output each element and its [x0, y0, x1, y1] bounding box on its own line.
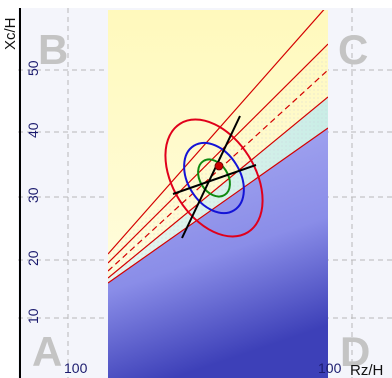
red-line-upper [108, 43, 328, 264]
quadrant-label-a: A [32, 328, 62, 375]
quadrant-label-d: D [340, 328, 370, 375]
zones [108, 10, 328, 378]
grid [18, 8, 392, 378]
quadrant-label-c: C [338, 26, 368, 73]
x-axis-label: Rz/H [350, 362, 383, 378]
minor-axis [172, 164, 257, 195]
ellipse-outer [164, 118, 264, 238]
red-line-top [108, 10, 325, 255]
ellipses [164, 118, 264, 238]
red-line-lower [108, 96, 328, 279]
quadrant-label-b: B [38, 26, 68, 73]
x-tick-left: 100 [64, 360, 88, 376]
center-point [214, 161, 224, 171]
y-tick-10: 10 [25, 308, 41, 324]
ellipse-middle [183, 141, 245, 215]
y-tick-40: 40 [25, 122, 41, 138]
red-lines [108, 10, 328, 284]
y-tick-20: 20 [25, 250, 41, 266]
y-tick-30: 30 [25, 187, 41, 203]
red-line-bottom [108, 127, 328, 284]
principal-axes [172, 115, 257, 239]
zone-lower [108, 128, 328, 378]
x-tick-right: 100 [318, 360, 342, 376]
ellipse-inner [197, 158, 231, 198]
y-axis-label: Xc/H [2, 17, 19, 50]
y-tick-50: 50 [25, 60, 41, 76]
y-ticks: 10 20 30 40 50 [25, 60, 41, 324]
major-axis [181, 115, 241, 239]
